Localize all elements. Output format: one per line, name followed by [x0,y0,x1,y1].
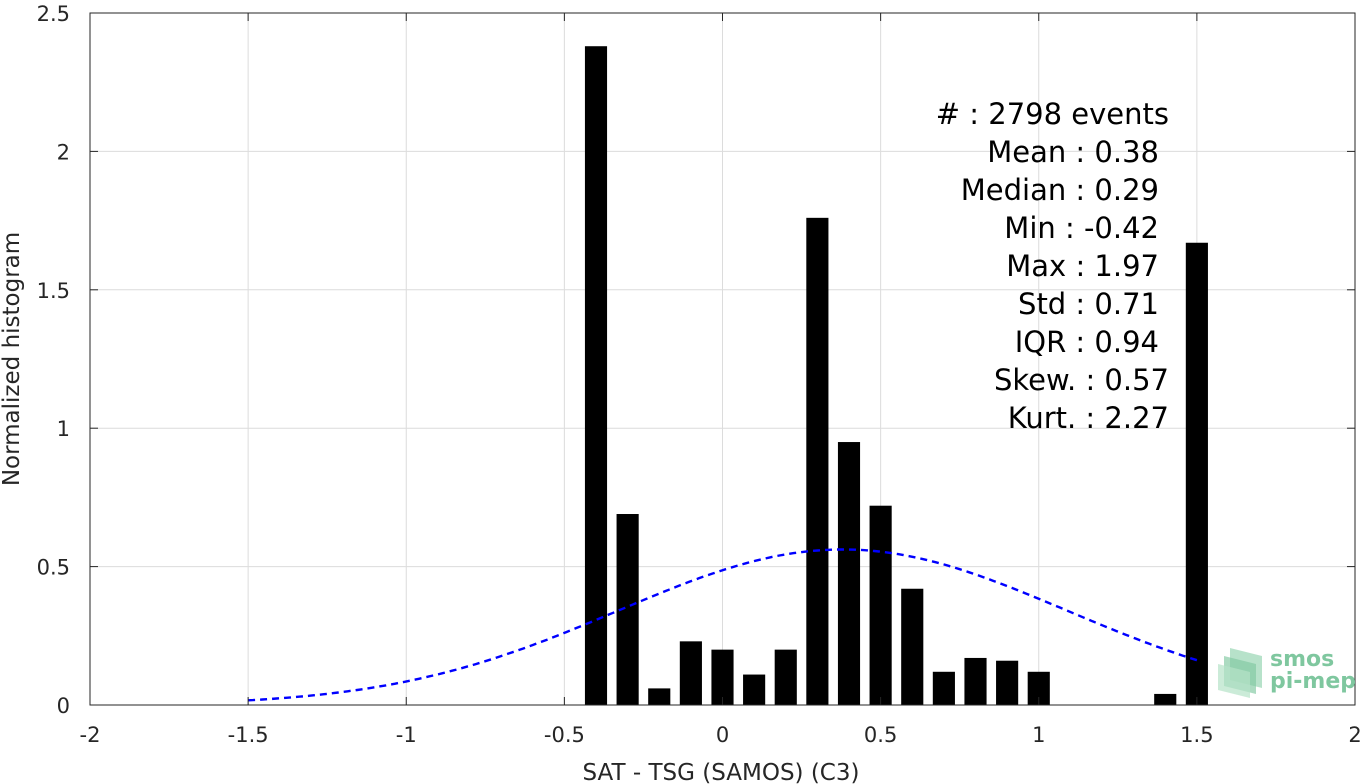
x-axis-label: SAT - TSG (SAMOS) (C3) [583,760,860,784]
x-tick-label: 2 [1348,723,1361,747]
stat-line: # : 2798 events [936,97,1169,131]
x-tick-label: -0.5 [544,723,585,747]
histogram-bar [616,514,639,705]
histogram-bar [806,217,829,705]
x-tick-label: -1 [396,723,417,747]
stat-line: Kurt. : 2.27 [1008,401,1169,435]
y-tick-label: 0.5 [37,556,70,580]
y-tick-label: 0 [57,694,70,718]
y-tick-label: 1 [57,417,70,441]
histogram-bar [774,649,797,705]
histogram-bar [711,649,734,705]
x-tick-label: -2 [80,723,101,747]
stats-box: # : 2798 events Mean : 0.38 Median : 0.29 M… [936,97,1169,435]
histogram-bar [648,688,671,705]
histogram-bar [1154,693,1177,705]
normal-fit-curve [248,548,1198,702]
stat-line: IQR : 0.94 [1015,325,1159,359]
histogram-bar [743,674,766,705]
histogram-bar [932,671,955,705]
histogram-bar [1027,671,1050,705]
x-tick-label: 0 [716,723,729,747]
histogram-bar [584,46,608,705]
stat-line: Mean : 0.38 [987,135,1159,169]
histogram-bars [584,46,1208,705]
y-tick-label: 1.5 [37,279,70,303]
histogram-bar [679,641,702,705]
x-tick-label: -1.5 [228,723,269,747]
histogram-bar [1185,242,1208,705]
histogram-bar [996,660,1019,705]
x-tick-label: 1.5 [1180,723,1213,747]
stat-line: Median : 0.29 [961,173,1159,207]
x-tick-label: 0.5 [864,723,897,747]
histogram-bar [837,442,861,705]
y-tick-label: 2.5 [37,2,70,26]
y-axis-ticks: 0 0.5 1 1.5 2 2.5 [37,2,1355,718]
stat-line: Skew. : 0.57 [994,363,1169,397]
logo-text-pimep: pi-mep [1270,669,1356,694]
y-tick-label: 2 [57,140,70,164]
x-tick-label: 1 [1032,723,1045,747]
histogram-bar [869,505,892,705]
logo-mark-icon [1218,648,1262,698]
stat-line: Std : 0.71 [1018,287,1159,321]
x-axis-ticks: -2 -1.5 -1 -0.5 0 0.5 1 1.5 2 [80,13,1362,747]
logo-text-smos: smos [1270,647,1334,672]
smos-pimep-logo: smos pi-mep [1218,647,1356,698]
stat-line: Min : -0.42 [1004,211,1159,245]
histogram-bar [964,657,987,705]
stat-line: Max : 1.97 [1006,249,1159,283]
y-axis-label: Normalized histogram [0,232,25,486]
histogram-bar [901,588,924,705]
